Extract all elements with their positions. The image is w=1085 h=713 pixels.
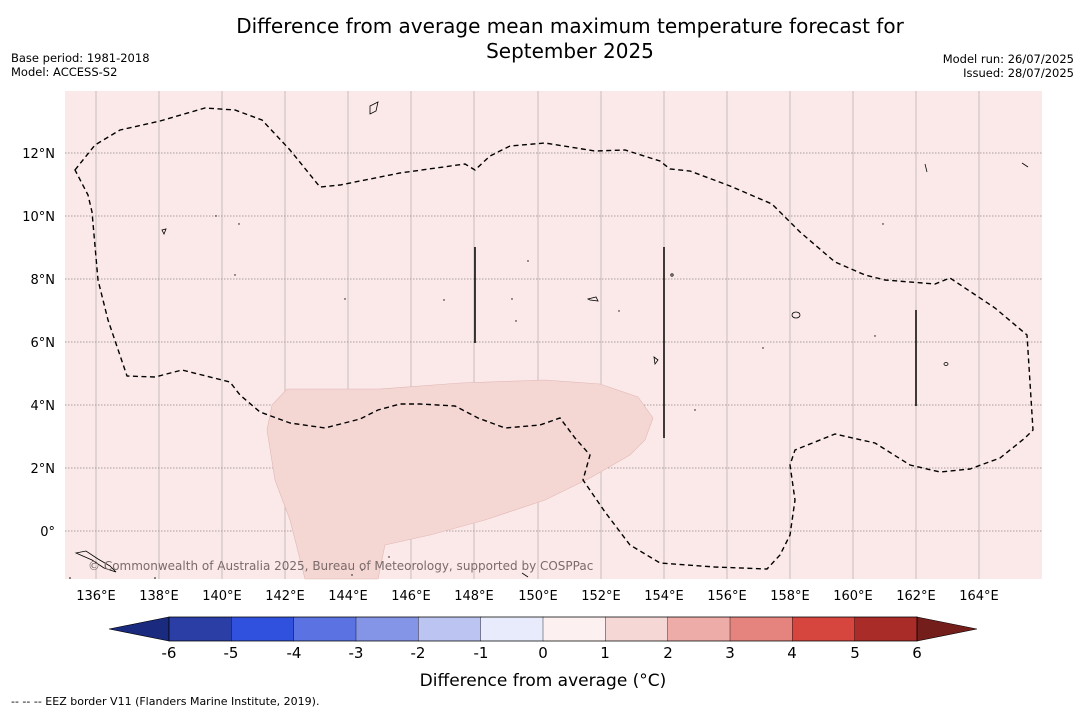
colorbar-tick: -4 xyxy=(287,644,302,662)
colorbar-tick: -5 xyxy=(224,644,239,662)
colorbar-frame xyxy=(168,616,918,642)
x-tick-label: 160°E xyxy=(833,589,873,604)
meta-left: Base period: 1981-2018 Model: ACCESS-S2 xyxy=(11,51,150,79)
y-tick-label: 6°N xyxy=(31,336,56,351)
x-tick-label: 144°E xyxy=(328,589,368,604)
x-tick-label: 162°E xyxy=(896,589,936,604)
colorbar-segment xyxy=(168,616,233,642)
model-run: Model run: 26/07/2025 xyxy=(942,52,1074,66)
colorbar-extend-low xyxy=(108,616,170,642)
y-tick-label: 4°N xyxy=(31,399,56,414)
x-tick-label: 164°E xyxy=(959,589,999,604)
title-line-2: September 2025 xyxy=(486,39,654,63)
colorbar-segment xyxy=(293,616,357,642)
title-line-1: Difference from average mean maximum tem… xyxy=(236,14,904,38)
islands xyxy=(74,101,1029,578)
map-background xyxy=(65,91,1042,579)
colorbar-tick: 0 xyxy=(538,644,548,662)
y-axis-labels: 12°N 10°N 8°N 6°N 4°N 2°N 0° xyxy=(22,147,55,540)
colorbar-segment xyxy=(231,616,295,642)
y-tick-label: 10°N xyxy=(22,210,55,225)
y-tick-label: 2°N xyxy=(31,462,56,477)
x-tick-label: 150°E xyxy=(518,589,558,604)
colorbar-tick: -1 xyxy=(474,644,489,662)
colorbar-segment xyxy=(355,616,420,642)
colorbar-segment xyxy=(418,616,482,642)
x-tick-label: 138°E xyxy=(139,589,179,604)
colorbar-tick: 3 xyxy=(725,644,735,662)
colorbar-segment xyxy=(729,616,794,642)
colorbar-tick: 6 xyxy=(912,644,922,662)
footnote: -- -- -- EEZ border V11 (Flanders Marine… xyxy=(11,695,320,708)
x-tick-label: 156°E xyxy=(707,589,747,604)
eez-boundary-segments xyxy=(474,247,917,438)
colorbar-tick: 2 xyxy=(663,644,673,662)
y-tick-label: 12°N xyxy=(22,147,55,162)
model-name: Model: ACCESS-S2 xyxy=(11,65,118,79)
eez-border xyxy=(74,107,1034,570)
colorbar-segment xyxy=(854,616,918,642)
colorbar-tick: 4 xyxy=(787,644,797,662)
colorbar-tick: -3 xyxy=(349,644,364,662)
x-tick-label: 154°E xyxy=(644,589,684,604)
x-tick-label: 158°E xyxy=(770,589,810,604)
colorbar-extend-high xyxy=(916,616,978,642)
x-tick-label: 140°E xyxy=(202,589,242,604)
colorbar-tick: -6 xyxy=(162,644,177,662)
x-tick-label: 136°E xyxy=(76,589,116,604)
issued-date: Issued: 28/07/2025 xyxy=(963,66,1074,80)
colorbar-segment xyxy=(480,616,544,642)
map-title: Difference from average mean maximum tem… xyxy=(0,14,1085,64)
x-tick-label: 142°E xyxy=(265,589,305,604)
x-tick-label: 146°E xyxy=(391,589,431,604)
anomaly-region xyxy=(266,379,654,580)
y-tick-label: 8°N xyxy=(31,273,56,288)
colorbar-segment xyxy=(542,616,607,642)
colorbar-tick: -2 xyxy=(411,644,426,662)
y-tick-label: 0° xyxy=(40,525,55,540)
colorbar-segment xyxy=(792,616,856,642)
colorbar-tick: 1 xyxy=(600,644,610,662)
colorbar-segment xyxy=(605,616,669,642)
x-tick-label: 148°E xyxy=(454,589,494,604)
x-tick-label: 152°E xyxy=(581,589,621,604)
colorbar xyxy=(108,616,978,642)
colorbar-tick: 5 xyxy=(850,644,860,662)
colorbar-tick-labels: -6 -5 -4 -3 -2 -1 0 1 2 3 4 5 6 xyxy=(162,644,922,662)
colorbar-segments xyxy=(168,616,918,642)
colorbar-segment xyxy=(667,616,731,642)
x-axis-labels: 136°E 138°E 140°E 142°E 144°E 146°E 148°… xyxy=(76,589,999,604)
base-period: Base period: 1981-2018 xyxy=(11,51,150,65)
small-islets xyxy=(69,215,884,579)
meta-right: Model run: 26/07/2025 Issued: 28/07/2025 xyxy=(943,52,1074,80)
copyright-text: © Commonwealth of Australia 2025, Bureau… xyxy=(88,559,593,573)
colorbar-label: Difference from average (°C) xyxy=(420,671,667,691)
